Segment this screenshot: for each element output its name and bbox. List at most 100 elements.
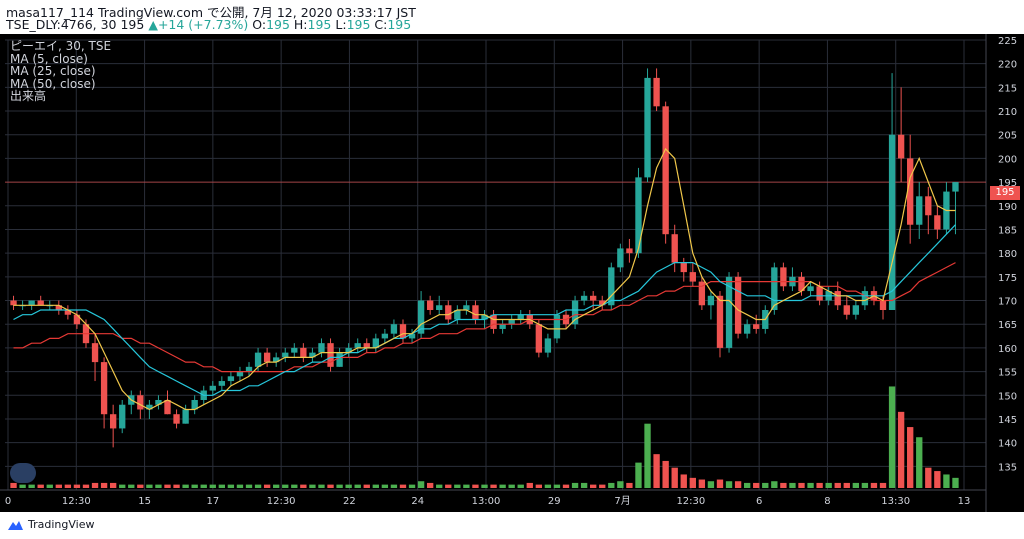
brand-name: TradingView: [28, 518, 95, 531]
tradingview-logo[interactable]: TradingView: [6, 518, 94, 531]
candle-body: [897, 134, 905, 159]
volume-bar: [137, 484, 144, 488]
volume-bar: [100, 482, 108, 488]
x-tick-label: 29: [548, 496, 561, 507]
volume-bar: [571, 482, 579, 488]
volume-bar: [617, 481, 624, 488]
candle-body: [852, 305, 860, 315]
y-tick-label: 205: [998, 131, 1017, 142]
candle-body: [454, 310, 461, 320]
volume-bar: [825, 482, 832, 488]
candle-body: [372, 338, 379, 348]
candle-body: [535, 324, 543, 353]
volume-bar: [816, 482, 823, 488]
volume-bar: [454, 484, 461, 488]
x-tick-label: 24: [411, 496, 424, 507]
candle-body: [64, 310, 72, 315]
candle-body: [37, 300, 44, 306]
volume-bar: [653, 454, 660, 488]
y-tick-label: 225: [998, 36, 1017, 47]
candle-body: [861, 291, 869, 306]
volume-bar: [743, 482, 751, 488]
volume-bar: [897, 411, 905, 488]
volume-bar: [354, 484, 361, 488]
last-price-tag: 195: [990, 186, 1020, 200]
candle-body: [952, 182, 959, 192]
volume-bar: [608, 482, 615, 488]
candle-body: [354, 343, 361, 348]
volume-bar: [19, 484, 26, 488]
volume-bar: [481, 484, 488, 488]
volume-bar: [191, 484, 198, 488]
volume-bar: [580, 482, 588, 488]
candle-body: [28, 300, 35, 306]
candle-body: [137, 395, 144, 410]
candle-body: [417, 300, 425, 334]
candle-body: [490, 314, 497, 329]
candle-body: [472, 305, 479, 320]
candle-body: [218, 381, 226, 386]
candle-body: [834, 291, 841, 306]
candle-body: [463, 305, 470, 310]
volume-bar: [771, 481, 778, 488]
low-label: L:: [335, 17, 347, 32]
volume-bar: [381, 484, 389, 488]
candle-body: [508, 319, 515, 325]
volume-bar: [227, 484, 235, 488]
legend-ma50: MA (50, close): [10, 76, 96, 91]
volume-bar: [209, 484, 216, 488]
candle-body: [245, 366, 253, 372]
candle-body: [925, 196, 932, 216]
legend-ma5: MA (5, close): [10, 51, 88, 66]
volume-bar: [508, 484, 515, 488]
x-tick-label: 13:30: [881, 496, 910, 507]
candle-body: [390, 324, 398, 334]
volume-bar: [200, 484, 207, 488]
candle-body: [780, 267, 787, 287]
volume-bar: [82, 484, 90, 488]
candle-body: [843, 305, 850, 315]
candle-body: [653, 77, 660, 107]
candle-body: [771, 267, 778, 310]
volume-bar: [861, 482, 869, 488]
volume-bar: [28, 484, 35, 488]
candle-body: [345, 347, 352, 353]
candle-body: [743, 324, 751, 334]
candle-body: [119, 404, 126, 429]
x-tick-label: 0: [5, 496, 11, 507]
volume-bar: [436, 484, 443, 488]
volume-bar: [517, 484, 524, 488]
candle-body: [164, 400, 171, 415]
volume-bar: [952, 477, 959, 488]
y-tick-label: 180: [998, 249, 1017, 260]
volume-bar: [372, 484, 379, 488]
volume-bar: [182, 484, 189, 488]
volume-bar: [318, 484, 325, 488]
price-change: ▲+14 (+7.73%): [148, 17, 249, 32]
publish-info: masa117_114 TradingView.com で公開, 7月 12, …: [6, 5, 416, 20]
price-chart[interactable]: 1351401451501551601651701751801851901952…: [0, 34, 1024, 512]
candle-body: [707, 295, 715, 306]
x-tick-label: 12:30: [62, 496, 91, 507]
volume-bar: [336, 484, 343, 488]
candle-body: [481, 314, 488, 320]
candle-body: [426, 300, 434, 310]
candle-body: [273, 357, 280, 363]
volume-bar: [55, 484, 62, 488]
y-tick-label: 200: [998, 154, 1017, 165]
candle-body: [336, 352, 343, 367]
candle-body: [807, 286, 814, 292]
candle-body: [436, 305, 443, 310]
candle-body: [590, 295, 597, 301]
volume-bar: [417, 481, 425, 488]
candle-body: [10, 300, 17, 306]
volume-bar: [273, 484, 280, 488]
candle-body: [698, 281, 706, 306]
candle-body: [408, 333, 416, 339]
y-tick-label: 135: [998, 462, 1017, 473]
x-tick-label: 7月: [614, 495, 630, 507]
candle-body: [580, 295, 588, 301]
volume-bar: [599, 484, 606, 488]
candle-body: [399, 324, 407, 339]
volume-bar: [789, 482, 796, 488]
